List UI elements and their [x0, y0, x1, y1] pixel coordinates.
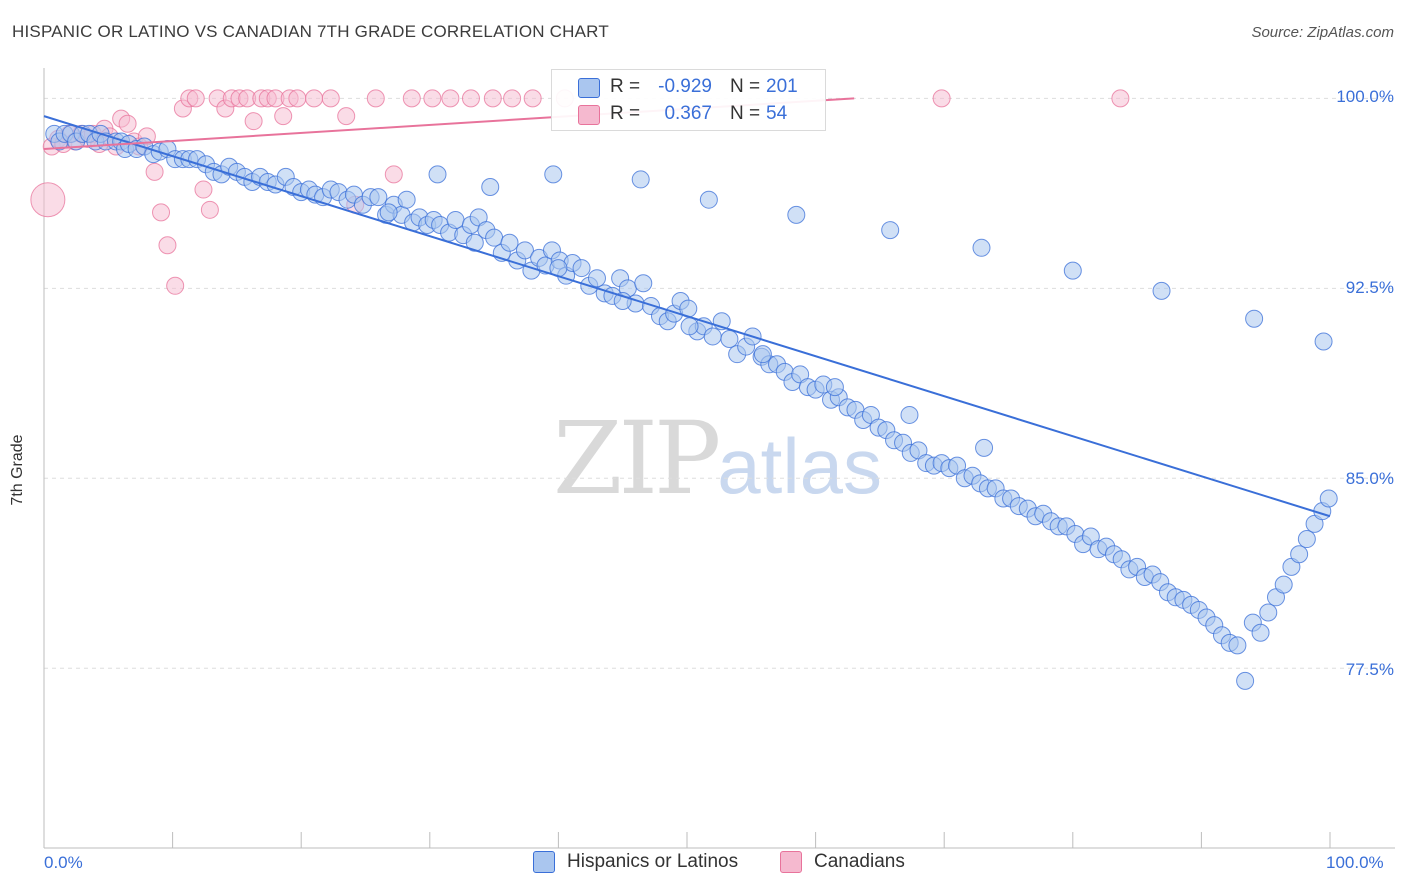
hispanic-point: [1251, 623, 1270, 642]
canadian-point: [244, 112, 263, 131]
canadian-point: [503, 89, 522, 108]
legend-row-canadians: R = 0.367 N = 54: [552, 100, 825, 127]
canadian-point: [483, 89, 502, 108]
hispanic-point: [720, 329, 739, 348]
canadian-point: [461, 89, 480, 108]
series-hispanics: [45, 124, 1338, 690]
hispanic-point: [544, 165, 563, 184]
canadian-point: [321, 89, 340, 108]
canadian-point: [145, 162, 164, 181]
hispanic-point: [680, 317, 699, 336]
hispanic-point: [572, 259, 591, 278]
hispanic-point: [1152, 281, 1171, 300]
hispanic-point: [1319, 489, 1338, 508]
hispanic-trendline: [43, 115, 1331, 518]
hispanic-point: [485, 228, 504, 247]
legend-swatch-blue: [578, 78, 600, 98]
legend-r-value: -0.929: [658, 75, 712, 97]
canadian-point: [166, 276, 185, 295]
stats-legend: R = -0.929 N = 201 R = 0.367 N = 54: [551, 69, 826, 131]
legend-r-label: R =: [610, 102, 641, 124]
hispanic-point: [1228, 636, 1247, 655]
hispanic-point: [753, 345, 772, 364]
canadian-point: [152, 203, 171, 222]
hispanic-point: [379, 203, 398, 222]
canadian-point: [441, 89, 460, 108]
hispanic-point: [369, 188, 388, 207]
canadian-point: [200, 200, 219, 219]
hispanic-point: [975, 438, 994, 457]
legend-item-canadians[interactable]: Canadians: [780, 851, 905, 873]
legend-swatch-pink: [578, 105, 600, 125]
canadian-point: [384, 165, 403, 184]
hispanic-point: [699, 190, 718, 209]
canadian-point: [186, 89, 205, 108]
legend-swatch-blue: [533, 851, 555, 873]
y-axis-label: 7th Grade: [9, 434, 26, 506]
y-tick-label: 85.0%: [1345, 469, 1394, 488]
canadian-point: [194, 180, 213, 199]
canadian-point: [337, 107, 356, 126]
legend-row-hispanics: R = -0.929 N = 201: [552, 73, 825, 100]
y-tick-label: 92.5%: [1345, 278, 1394, 297]
legend-item-hispanics[interactable]: Hispanics or Latinos: [533, 851, 738, 873]
hispanic-point: [881, 221, 900, 240]
legend-n-label: N =: [730, 102, 761, 124]
chart-source: Source: ZipAtlas.com: [1251, 24, 1394, 41]
y-tick-label: 100.0%: [1336, 87, 1394, 106]
canadian-point: [288, 89, 307, 108]
hispanic-point: [465, 233, 484, 252]
canadian-point: [1111, 89, 1130, 108]
watermark: ZIPatlas: [553, 400, 882, 517]
canadian-point: [305, 89, 324, 108]
watermark-zip: ZIP: [553, 400, 721, 517]
hispanic-point: [825, 378, 844, 397]
canadian-point-large: [30, 182, 66, 218]
hispanic-point: [1297, 530, 1316, 549]
watermark-atlas: atlas: [717, 422, 883, 510]
legend-swatch-pink: [780, 851, 802, 873]
canadian-point: [523, 89, 542, 108]
legend-label-canadians: Canadians: [814, 851, 905, 872]
hispanic-point: [428, 165, 447, 184]
canadian-point: [402, 89, 421, 108]
y-tick-label: 77.5%: [1345, 660, 1394, 679]
hispanic-point: [1314, 332, 1333, 351]
legend-r-value: 0.367: [664, 102, 712, 124]
canadian-point: [158, 236, 177, 255]
canadian-point: [366, 89, 385, 108]
canadian-point: [932, 89, 951, 108]
hispanic-point: [900, 405, 919, 424]
legend-r-label: R =: [610, 75, 641, 97]
hispanic-point: [1063, 261, 1082, 280]
canadian-point: [118, 114, 137, 133]
hispanic-point: [397, 190, 416, 209]
hispanic-point: [515, 241, 534, 260]
hispanic-point: [1274, 575, 1293, 594]
x-tick-label-min: 0.0%: [44, 853, 83, 872]
legend-n-value: 54: [766, 102, 788, 124]
chart-title: HISPANIC OR LATINO VS CANADIAN 7TH GRADE…: [12, 22, 609, 41]
legend-n-value: 201: [766, 75, 798, 97]
hispanic-point: [703, 327, 722, 346]
hispanic-point: [1245, 309, 1264, 328]
legend-n-label: N =: [730, 75, 761, 97]
hispanic-point: [787, 205, 806, 224]
hispanic-point: [481, 178, 500, 197]
hispanic-point: [634, 274, 653, 293]
hispanic-point: [631, 170, 650, 189]
hispanic-point: [1259, 603, 1278, 622]
x-tick-label-max: 100.0%: [1326, 853, 1384, 872]
legend-label-hispanics: Hispanics or Latinos: [567, 851, 739, 872]
hispanic-point: [1290, 545, 1309, 564]
canadian-point: [423, 89, 442, 108]
hispanic-point: [587, 269, 606, 288]
canadian-point: [274, 107, 293, 126]
hispanic-point: [446, 210, 465, 229]
hispanic-point: [972, 238, 991, 257]
hispanic-point: [1236, 671, 1255, 690]
series-legend: Hispanics or Latinos Canadians: [0, 851, 1406, 879]
hispanic-point: [500, 233, 519, 252]
